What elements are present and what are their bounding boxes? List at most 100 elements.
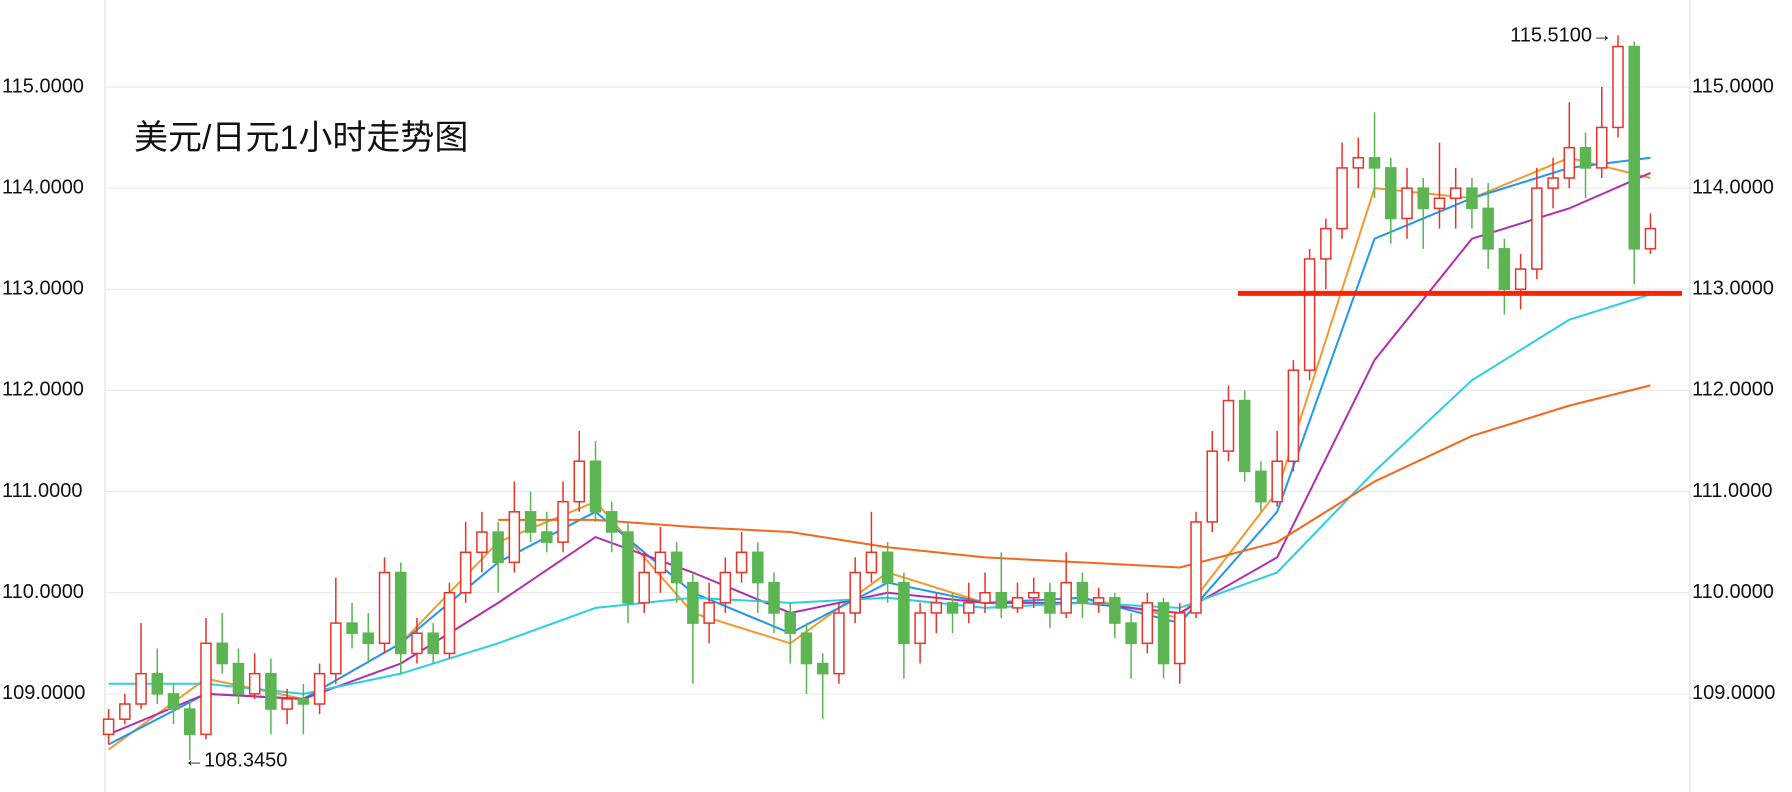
candle-body	[330, 622, 342, 675]
candle-body	[1303, 258, 1316, 371]
y-tick-label: 111.0000	[2, 480, 82, 502]
candle-body	[1125, 622, 1137, 645]
candle-body	[346, 622, 358, 634]
candle-body	[265, 672, 277, 710]
candle-body	[800, 632, 813, 665]
candle-body	[914, 612, 926, 645]
candle-body	[573, 460, 586, 503]
candle-body	[1060, 581, 1072, 614]
candle-body	[232, 662, 245, 695]
candle-body	[362, 632, 375, 645]
candle-body	[541, 531, 553, 543]
candle-body	[703, 602, 715, 624]
candle-body	[151, 672, 164, 695]
candle-body	[719, 571, 732, 604]
candle-body	[833, 612, 845, 675]
candle-body	[1466, 187, 1478, 210]
candle-body	[557, 500, 569, 543]
candle-body	[1352, 157, 1365, 169]
candle-body	[394, 571, 407, 655]
y-tick-label: 115.0000	[2, 75, 84, 97]
candle-body	[281, 698, 293, 710]
candle-body	[524, 511, 537, 533]
candle-body	[248, 672, 261, 695]
candle-body	[1157, 602, 1170, 665]
candle-body	[1514, 268, 1527, 291]
candle-body	[865, 551, 878, 574]
candle-body	[476, 531, 488, 554]
candle-body	[1174, 612, 1186, 665]
candle-body	[1044, 591, 1056, 614]
candle-body	[1076, 581, 1089, 604]
candle-body	[849, 571, 861, 614]
candle-body	[816, 662, 829, 675]
candle-body	[135, 672, 147, 705]
candle-body	[1141, 602, 1154, 645]
candle-body	[378, 571, 391, 645]
candle-body	[1498, 248, 1511, 291]
candle-body	[1368, 157, 1381, 169]
candle-body	[119, 703, 131, 720]
y-tick-label: 115.0000	[1692, 75, 1774, 97]
candle-body	[589, 460, 602, 513]
candle-body	[963, 602, 975, 614]
candle-body	[1417, 187, 1429, 210]
y-tick-label: 114.0000	[1692, 176, 1774, 198]
y-tick-label: 113.0000	[2, 278, 84, 300]
candle-body	[1482, 207, 1494, 250]
candle-body	[216, 642, 228, 665]
candle-body	[605, 511, 618, 533]
candle-body	[184, 708, 196, 736]
candle-body	[930, 602, 943, 614]
y-tick-label: 109.0000	[1692, 682, 1775, 704]
candle-body	[735, 551, 748, 574]
annotation: 115.5100→	[1510, 24, 1612, 46]
candle-body	[638, 571, 650, 604]
candle-body	[167, 693, 180, 710]
candle-body	[995, 591, 1007, 609]
candle-body	[508, 511, 521, 564]
candle-body	[1109, 597, 1121, 624]
candle-body	[881, 551, 894, 584]
candle-body	[1547, 177, 1559, 189]
candle-body	[1644, 227, 1657, 250]
candle-body	[1011, 597, 1024, 609]
candle-body	[752, 551, 764, 584]
candle-body	[1190, 521, 1202, 614]
candle-body	[1433, 197, 1446, 210]
candle-body	[1336, 167, 1348, 230]
candle-body	[1027, 591, 1040, 599]
candle-body	[411, 632, 423, 655]
y-tick-label: 112.0000	[2, 379, 84, 401]
candle-body	[1628, 45, 1640, 250]
annotation: ←108.3450	[184, 749, 287, 771]
candle-body	[1612, 45, 1624, 129]
y-tick-label: 114.0000	[2, 176, 84, 198]
chart-title: 美元/日元1小时走势图	[134, 119, 468, 157]
candle-body	[492, 531, 504, 564]
candle-body	[687, 581, 699, 624]
candle-body	[768, 581, 780, 614]
candle-body	[1449, 187, 1462, 200]
candle-body	[622, 531, 634, 604]
candle-body	[313, 672, 326, 705]
candle-body	[1401, 187, 1413, 220]
candle-body	[1222, 399, 1235, 452]
ma-line	[498, 384, 1651, 569]
candle-body	[1320, 227, 1332, 260]
candle-body	[1531, 187, 1543, 270]
candle-body	[443, 591, 456, 655]
candle-body	[979, 591, 991, 604]
y-tick-label: 112.0000	[1692, 379, 1774, 401]
candle-body	[200, 642, 212, 736]
candle-body	[297, 698, 310, 705]
candle-body	[459, 551, 472, 594]
candle-body	[1238, 399, 1251, 473]
candle-body	[1271, 460, 1283, 503]
candle-body	[1596, 126, 1608, 169]
candle-body	[670, 551, 683, 584]
candle-body	[1206, 450, 1218, 523]
candle-body	[1092, 597, 1105, 604]
